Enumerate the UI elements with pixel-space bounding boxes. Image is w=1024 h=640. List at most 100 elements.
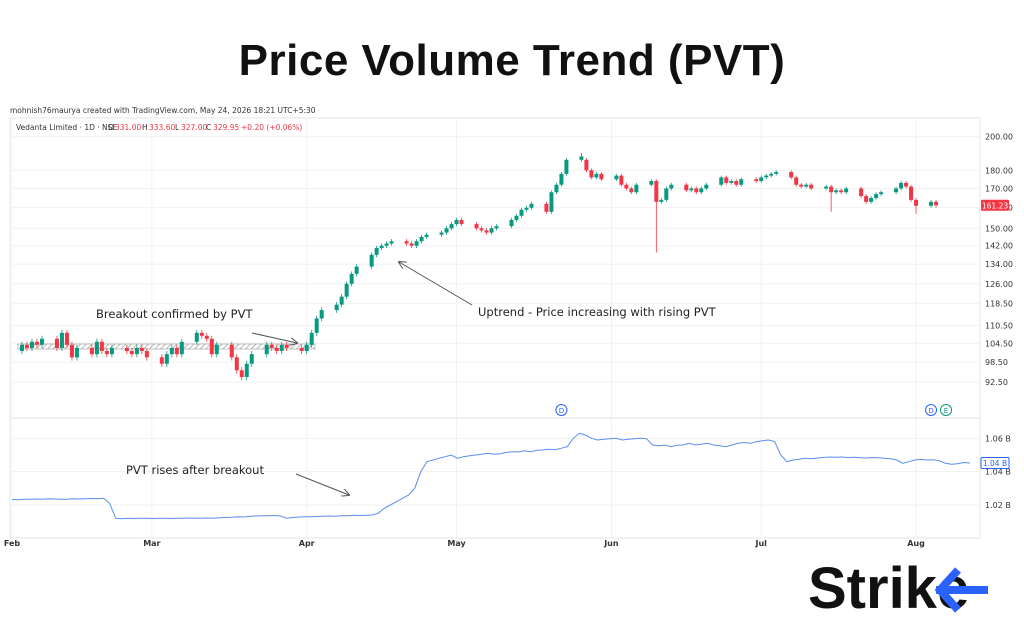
- candle-body: [734, 181, 739, 185]
- candle-body: [484, 230, 489, 233]
- candle-body: [619, 175, 624, 185]
- candle-body: [124, 347, 129, 352]
- candle-body: [624, 184, 629, 189]
- annotation-uptrend-arrow: [399, 262, 473, 306]
- candle-body: [474, 224, 479, 229]
- candle-body: [404, 241, 409, 244]
- legend-symbol: Vedanta Limited · 1D · NSE: [16, 123, 117, 132]
- candle-body: [514, 215, 519, 220]
- event-badge[interactable]: D: [555, 404, 568, 416]
- candle-body: [914, 199, 919, 206]
- page-title: Price Volume Trend (PVT): [238, 36, 786, 85]
- candle-body: [239, 370, 244, 378]
- candle-body: [354, 266, 359, 274]
- candle-body: [194, 332, 199, 342]
- candle-body: [754, 179, 759, 182]
- candle-body: [164, 354, 169, 364]
- candle-body: [594, 173, 599, 178]
- candle-body: [279, 344, 284, 352]
- last-price-tag-bg: [981, 199, 1009, 211]
- candle-body: [214, 344, 219, 355]
- candle-body: [234, 357, 239, 371]
- candle-body: [449, 224, 454, 229]
- candle-body: [929, 201, 934, 206]
- candle-body: [564, 159, 569, 174]
- candle-body: [249, 354, 254, 364]
- candle-body: [719, 177, 724, 185]
- candle-body: [799, 184, 804, 187]
- candle-body: [629, 188, 634, 193]
- candle-body: [549, 192, 554, 212]
- candle-body: [344, 283, 349, 297]
- candle-body: [339, 296, 344, 305]
- candle-body: [104, 351, 109, 355]
- grid-layer: [10, 118, 980, 538]
- candle-body: [304, 344, 309, 352]
- event-badge[interactable]: D: [925, 404, 938, 416]
- candle-body: [599, 173, 604, 180]
- candle-body: [54, 338, 59, 348]
- candle-body: [99, 341, 104, 352]
- candle-body: [419, 236, 424, 242]
- price-tick-label: 200.00: [985, 133, 1013, 142]
- candle-body: [654, 181, 659, 202]
- candle-body: [479, 228, 484, 231]
- annotation-breakout-text: Breakout confirmed by PVT: [96, 307, 253, 321]
- pvt-last-tag: 1.04 B: [980, 457, 1010, 469]
- pvt-last-tag-bg: [980, 457, 1010, 469]
- candle-body: [314, 318, 319, 333]
- candle-body: [874, 194, 879, 198]
- candle-body: [269, 344, 274, 348]
- candle-body: [334, 304, 339, 311]
- annotation-pvt-rise-arrow: [295, 473, 349, 495]
- candle-body: [39, 338, 44, 345]
- candle-body: [724, 177, 729, 183]
- pvt-last-tag-text: 1.04 B: [983, 459, 1007, 468]
- candle-body: [204, 335, 209, 339]
- event-badge[interactable]: E: [940, 404, 953, 416]
- candle-body: [584, 159, 589, 171]
- candle-body: [454, 219, 459, 225]
- legend-o-value: 331.00: [115, 123, 141, 132]
- candle-body: [69, 344, 74, 358]
- legend-c-value: 329.95: [213, 123, 239, 132]
- candle-body: [879, 192, 884, 195]
- candle-body: [229, 344, 234, 358]
- candle-body: [494, 226, 499, 229]
- candle-body: [384, 243, 389, 246]
- candle-body: [909, 186, 914, 200]
- event-badge-circle: [925, 404, 938, 416]
- candle-body: [274, 347, 279, 352]
- last-price-tag: 161.23: [981, 199, 1009, 211]
- candle-body: [424, 234, 429, 237]
- candle-body: [524, 207, 529, 210]
- candle-body: [804, 184, 809, 187]
- event-badge-label: D: [928, 407, 933, 415]
- candle-body: [179, 341, 184, 355]
- candle-body: [439, 232, 444, 235]
- candle-body: [309, 332, 314, 345]
- candle-body: [794, 177, 799, 185]
- legend-o-label: O: [108, 123, 114, 132]
- candle-body: [579, 156, 584, 160]
- candle-body: [409, 243, 414, 246]
- annotation-uptrend-text: Uptrend - Price increasing with rising P…: [478, 305, 717, 319]
- event-badge-label: E: [944, 407, 948, 415]
- candle-body: [789, 172, 794, 178]
- time-tick-label: Mar: [143, 539, 160, 548]
- candle-body: [244, 363, 249, 378]
- candle-body: [869, 197, 874, 202]
- candle-body: [669, 184, 674, 189]
- pvt-tick-label: 1.06 B: [985, 434, 1011, 443]
- price-tick-label: 104.50: [985, 339, 1013, 348]
- candle-body: [904, 182, 909, 187]
- price-tick-label: 180.00: [985, 166, 1013, 175]
- candle-body: [664, 188, 669, 200]
- candle-body: [459, 219, 464, 225]
- candle-body: [89, 347, 94, 355]
- annotation-uptrend: Uptrend - Price increasing with rising P…: [399, 262, 717, 319]
- candle-body: [129, 351, 134, 355]
- pvt-axis: 1.06 B 1.04 B 1.02 B: [985, 434, 1011, 510]
- price-tick-label: 142.00: [985, 242, 1013, 251]
